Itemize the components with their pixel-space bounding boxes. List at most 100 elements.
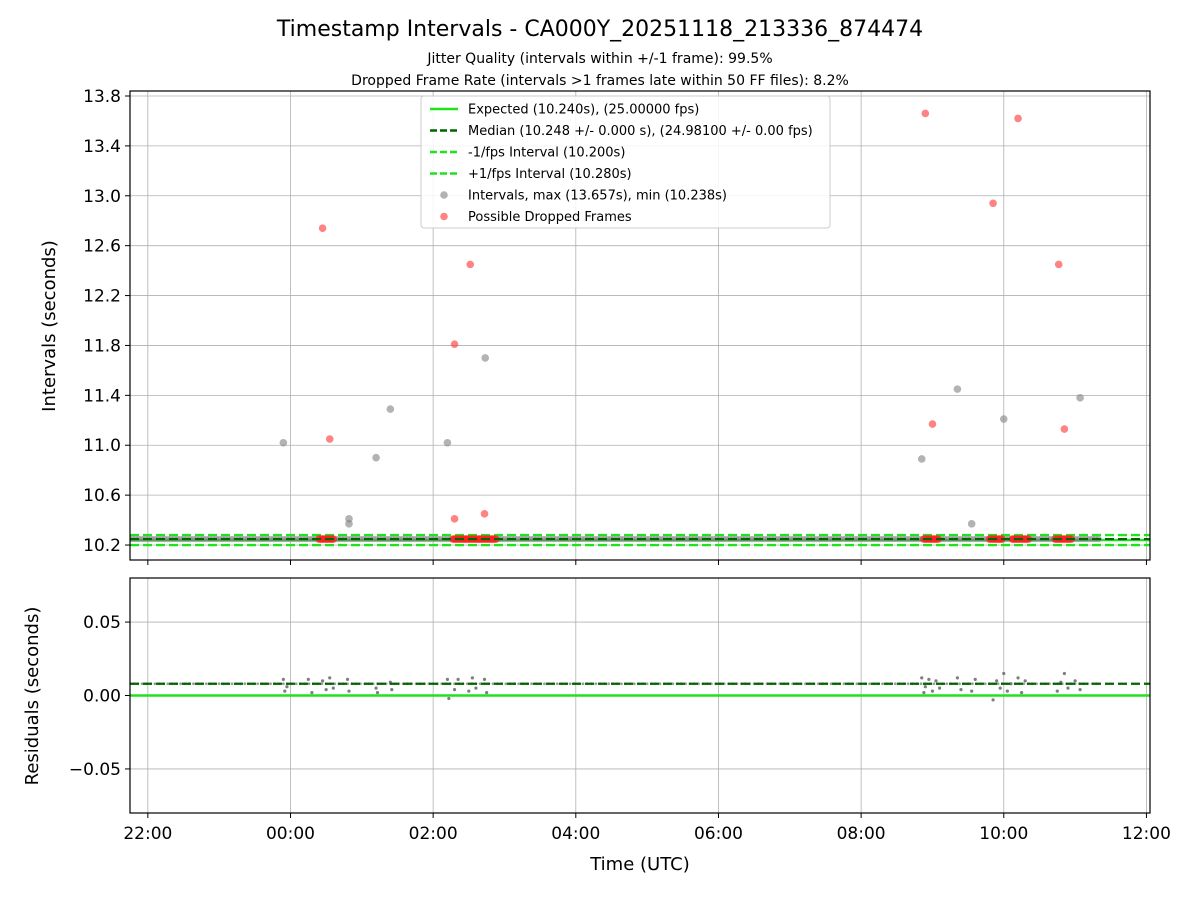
residual-point — [1009, 682, 1013, 686]
residual-point — [932, 682, 936, 686]
residual-point — [269, 682, 272, 686]
dropped-frame-point — [325, 435, 334, 443]
residual-point — [192, 682, 195, 686]
interval-point — [967, 520, 976, 528]
residual-point — [937, 686, 942, 690]
legend-marker — [440, 191, 448, 199]
residual-point — [842, 682, 846, 686]
residual-point — [345, 677, 350, 681]
residual-point — [485, 690, 489, 695]
residual-point — [658, 682, 662, 686]
x-tick-label: 08:00 — [837, 824, 886, 844]
residual-point — [166, 682, 170, 686]
residual-point — [594, 682, 598, 686]
residual-point — [620, 682, 623, 686]
y-tick-label: −0.05 — [69, 760, 121, 780]
residual-point — [855, 682, 859, 686]
y-tick-label: 11.0 — [83, 436, 121, 456]
chart-title: Timestamp Intervals - CA000Y_20251118_21… — [276, 17, 923, 42]
residual-point — [491, 682, 495, 686]
residual-point — [256, 682, 260, 686]
residual-point — [307, 682, 311, 686]
residual-point — [1055, 689, 1059, 693]
residual-point — [328, 676, 332, 680]
residual-point — [482, 677, 487, 681]
residual-point — [919, 682, 923, 686]
residual-point — [893, 682, 897, 686]
residual-point — [868, 682, 872, 686]
residual-point — [347, 689, 351, 693]
residual-point — [281, 682, 285, 686]
dropped-frame-point — [1014, 114, 1022, 123]
dropped-frame-point — [450, 340, 459, 349]
x-tick-label: 10:00 — [979, 824, 1028, 844]
dropped-frame-point — [466, 260, 475, 269]
x-tick-label: 00:00 — [266, 824, 315, 844]
dropped-frame-point — [921, 109, 930, 118]
residual-point — [294, 682, 298, 686]
residual-point — [390, 688, 394, 692]
residual-point — [829, 682, 833, 686]
y-axis-label-residuals: Residuals (seconds) — [22, 607, 43, 786]
legend-label: Possible Dropped Frames — [468, 210, 632, 225]
dropped-frame-point — [1060, 425, 1069, 433]
residual-point — [124, 682, 127, 685]
residual-point — [504, 682, 508, 686]
residual-point — [324, 688, 328, 692]
interval-point — [372, 453, 380, 462]
residual-point — [447, 696, 451, 701]
x-tick-label: 22:00 — [123, 824, 172, 844]
y-tick-label: 12.6 — [83, 237, 121, 257]
residual-point — [281, 677, 285, 681]
residual-point — [991, 698, 995, 702]
residual-point — [543, 682, 546, 686]
x-tick-label: 12:00 — [1122, 824, 1171, 844]
residual-point — [927, 677, 931, 681]
residual-point — [1062, 671, 1067, 676]
residual-point — [153, 682, 157, 686]
residual-point — [1073, 679, 1077, 683]
residual-point — [671, 682, 675, 686]
residual-point — [285, 685, 289, 689]
y-tick-label: 0.00 — [83, 687, 121, 707]
residual-point — [607, 682, 611, 686]
residual-point — [1005, 689, 1009, 693]
residual-point — [922, 690, 926, 695]
residual-point — [283, 689, 287, 693]
residual-point — [470, 676, 474, 680]
residual-point — [881, 682, 884, 686]
interval-point — [279, 438, 288, 447]
legend-frame — [420, 95, 831, 229]
residual-point — [970, 682, 974, 686]
residual-point — [632, 682, 636, 686]
residual-point — [1016, 676, 1020, 680]
plot-frame-intervals — [129, 90, 1151, 561]
residual-point — [906, 682, 910, 686]
legend-label: +1/fps Interval (10.280s) — [468, 167, 632, 182]
residual-point — [1066, 686, 1070, 690]
interval-point — [917, 455, 926, 463]
residual-point — [996, 682, 1000, 686]
residual-point — [517, 682, 521, 686]
residual-point — [375, 690, 380, 695]
dropped-frame-point — [989, 199, 997, 208]
residual-point — [530, 682, 533, 686]
residual-point — [983, 682, 987, 686]
legend: Expected (10.240s), (25.00000 fps) Median… — [420, 95, 831, 229]
y-axis-label-intervals: Intervals (seconds) — [39, 240, 60, 412]
x-tick-label: 02:00 — [409, 824, 458, 844]
residual-point — [230, 682, 234, 686]
residual-point — [119, 682, 122, 685]
residual-point — [581, 682, 585, 686]
residual-point — [555, 682, 559, 686]
interval-point — [345, 520, 353, 528]
residual-point — [1020, 690, 1024, 695]
residual-point — [467, 689, 471, 693]
residual-point — [1002, 671, 1006, 676]
residual-point — [140, 682, 144, 686]
x-tick-label: 06:00 — [694, 824, 743, 844]
residual-point — [568, 682, 572, 686]
residual-point — [930, 689, 935, 693]
residual-point — [179, 682, 183, 686]
y-tick-label: 10.2 — [83, 536, 121, 556]
